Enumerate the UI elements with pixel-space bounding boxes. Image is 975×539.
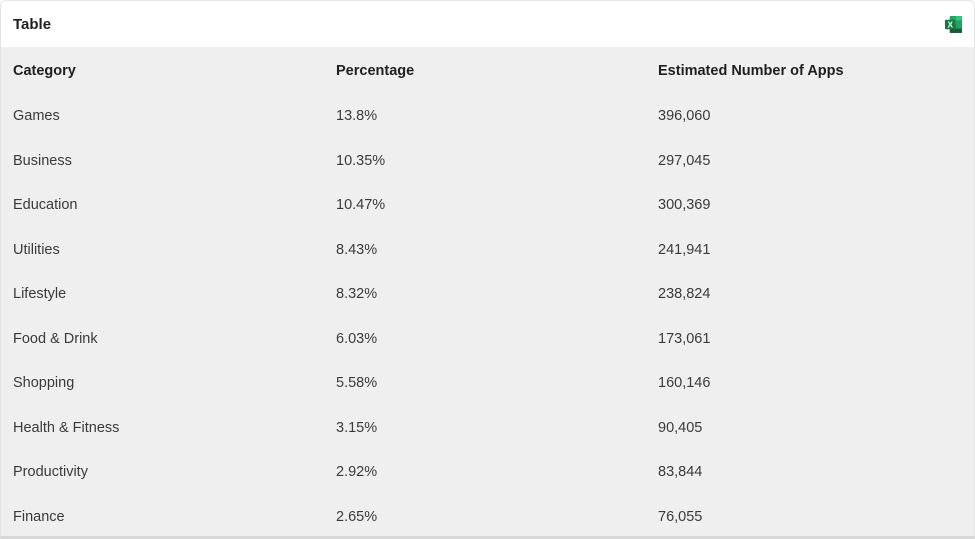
table-row: Business 10.35% 297,045 [1, 139, 974, 184]
cell-apps: 300,369 [658, 197, 711, 214]
card-header: Table X [1, 1, 974, 47]
cell-percentage: 2.92% [336, 464, 378, 481]
table-row: Utilities 8.43% 241,941 [1, 228, 974, 273]
table-body: Category Percentage Estimated Number of … [1, 47, 974, 537]
cell-percentage: 3.15% [336, 419, 378, 436]
cell-percentage: 2.65% [336, 508, 378, 525]
cell-category: Lifestyle [13, 286, 67, 303]
svg-text:X: X [947, 20, 953, 29]
cell-apps: 160,146 [658, 375, 711, 392]
cell-apps: 238,824 [658, 286, 711, 303]
cell-category: Health & Fitness [13, 419, 120, 436]
cell-percentage: 8.43% [336, 241, 378, 258]
cell-category: Shopping [13, 375, 75, 392]
cell-apps: 396,060 [658, 108, 711, 125]
cell-percentage: 13.8% [336, 108, 378, 125]
cell-category: Finance [13, 508, 65, 525]
cell-apps: 90,405 [658, 419, 703, 436]
cell-percentage: 10.35% [336, 152, 386, 169]
table-row: Lifestyle 8.32% 238,824 [1, 272, 974, 317]
cell-apps: 241,941 [658, 241, 711, 258]
cell-category: Games [13, 108, 60, 125]
cell-percentage: 6.03% [336, 330, 378, 347]
table-header-row: Category Percentage Estimated Number of … [1, 47, 974, 94]
table-row: Games 13.8% 396,060 [1, 94, 974, 139]
cell-percentage: 8.32% [336, 286, 378, 303]
cell-apps: 83,844 [658, 464, 703, 481]
cell-category: Utilities [13, 241, 60, 258]
table-row: Food & Drink 6.03% 173,061 [1, 317, 974, 362]
column-header-category: Category [13, 62, 76, 79]
column-header-percentage: Percentage [336, 62, 415, 79]
table-row: Productivity 2.92% 83,844 [1, 450, 974, 495]
table-row: Education 10.47% 300,369 [1, 183, 974, 228]
table-row: Finance 2.65% 76,055 [1, 495, 974, 537]
table-row: Health & Fitness 3.15% 90,405 [1, 406, 974, 451]
cell-category: Food & Drink [13, 330, 98, 347]
cell-apps: 297,045 [658, 152, 711, 169]
table-rows-container: Games 13.8% 396,060 Business 10.35% 297,… [1, 94, 974, 537]
cell-category: Productivity [13, 464, 88, 481]
excel-export-button[interactable]: X [940, 11, 966, 37]
excel-icon: X [944, 15, 962, 33]
cell-percentage: 10.47% [336, 197, 386, 214]
cell-apps: 173,061 [658, 330, 711, 347]
cell-category: Business [13, 152, 72, 169]
table-row: Shopping 5.58% 160,146 [1, 361, 974, 406]
page-title: Table [13, 15, 52, 33]
cell-category: Education [13, 197, 78, 214]
cell-apps: 76,055 [658, 508, 703, 525]
column-header-apps: Estimated Number of Apps [658, 62, 844, 79]
cell-percentage: 5.58% [336, 375, 378, 392]
